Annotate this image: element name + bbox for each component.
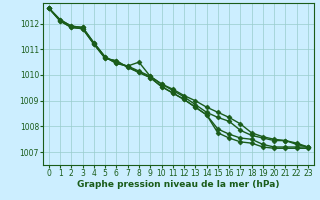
X-axis label: Graphe pression niveau de la mer (hPa): Graphe pression niveau de la mer (hPa) bbox=[77, 180, 280, 189]
